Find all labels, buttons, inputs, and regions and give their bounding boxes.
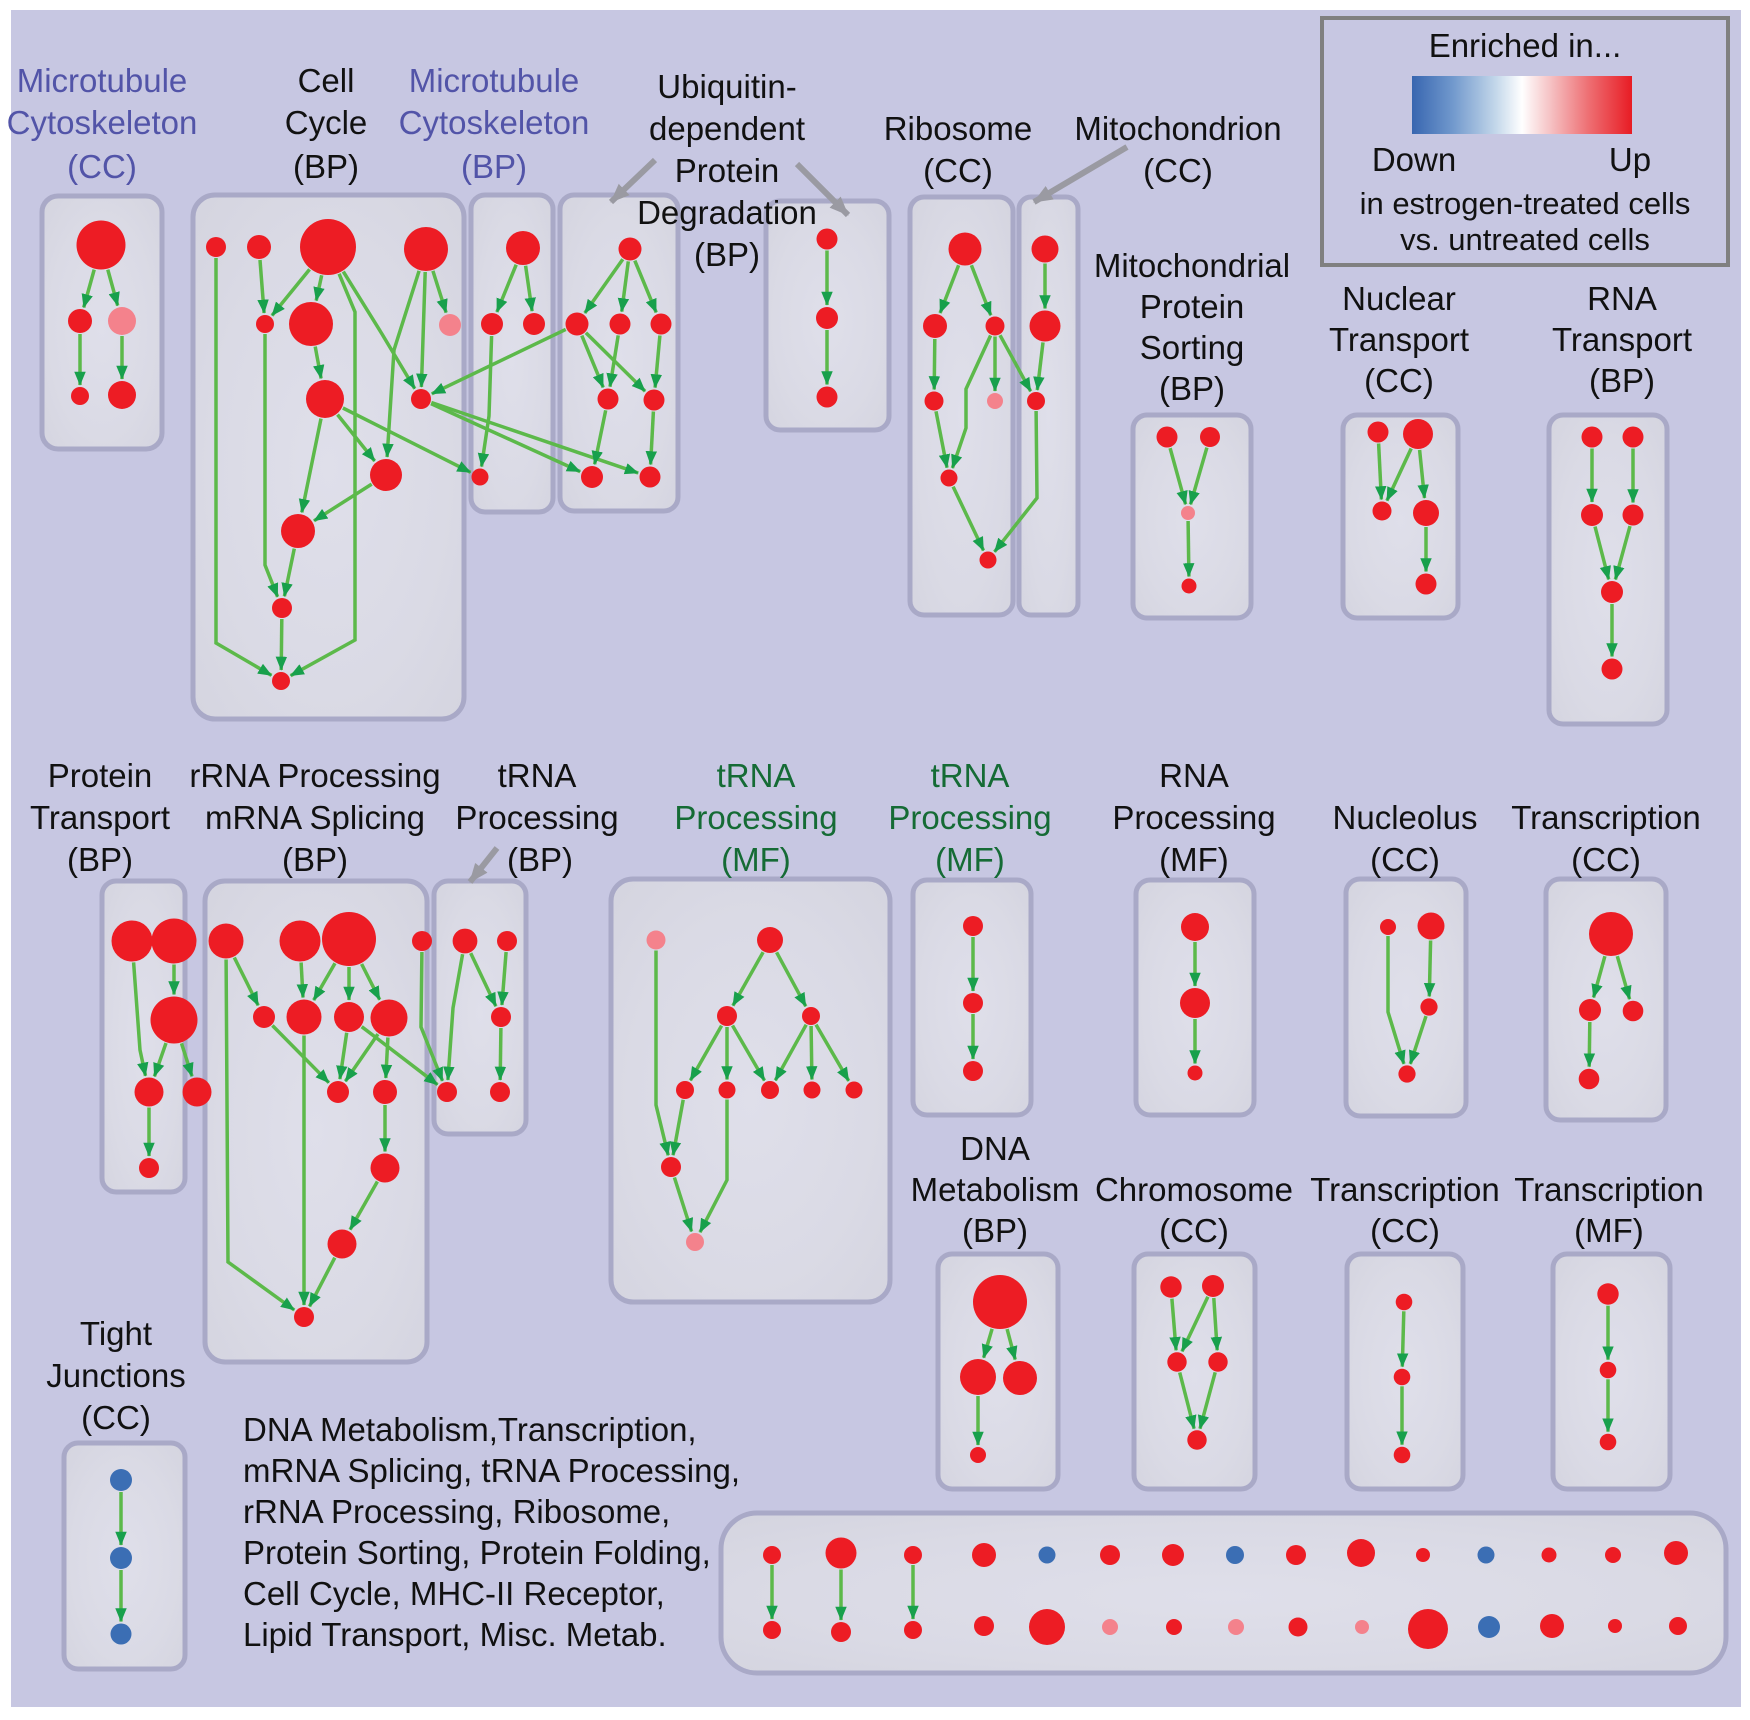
svg-text:Processing: Processing [1112, 799, 1275, 836]
svg-text:Sorting: Sorting [1140, 329, 1245, 366]
svg-text:tRNA: tRNA [717, 757, 796, 794]
svg-text:(CC): (CC) [923, 152, 993, 189]
svg-text:(CC): (CC) [1571, 841, 1641, 878]
svg-text:Enriched in...: Enriched in... [1429, 27, 1622, 64]
svg-text:(CC): (CC) [81, 1399, 151, 1436]
svg-text:Protein: Protein [675, 152, 780, 189]
svg-text:RNA: RNA [1587, 280, 1657, 317]
svg-text:Processing: Processing [455, 799, 618, 836]
svg-text:Down: Down [1372, 141, 1456, 178]
svg-text:Cytoskeleton: Cytoskeleton [399, 104, 590, 141]
svg-text:(BP): (BP) [293, 148, 359, 185]
svg-text:DNA: DNA [960, 1130, 1030, 1167]
svg-text:Cytoskeleton: Cytoskeleton [7, 104, 198, 141]
svg-text:Transport: Transport [1552, 321, 1692, 358]
svg-text:vs. untreated cells: vs. untreated cells [1400, 222, 1650, 257]
svg-text:(CC): (CC) [1364, 362, 1434, 399]
svg-text:Transport: Transport [30, 799, 170, 836]
svg-text:Protein: Protein [48, 757, 153, 794]
svg-text:Metabolism: Metabolism [911, 1171, 1080, 1208]
svg-text:(CC): (CC) [1143, 152, 1213, 189]
svg-text:dependent: dependent [649, 110, 805, 147]
svg-text:Nucleolus: Nucleolus [1333, 799, 1478, 836]
svg-text:in estrogen-treated cells: in estrogen-treated cells [1360, 186, 1691, 221]
svg-text:(CC): (CC) [1159, 1212, 1229, 1249]
svg-text:mRNA Splicing: mRNA Splicing [205, 799, 425, 836]
svg-text:Degradation: Degradation [637, 194, 817, 231]
svg-text:tRNA: tRNA [498, 757, 577, 794]
svg-text:(CC): (CC) [67, 148, 137, 185]
svg-text:mRNA Splicing, tRNA Processing: mRNA Splicing, tRNA Processing, [243, 1452, 740, 1489]
svg-text:(MF): (MF) [721, 841, 791, 878]
svg-text:(CC): (CC) [1370, 841, 1440, 878]
svg-text:Nuclear: Nuclear [1342, 280, 1456, 317]
svg-text:Processing: Processing [888, 799, 1051, 836]
svg-text:(BP): (BP) [1589, 362, 1655, 399]
svg-text:Lipid Transport, Misc. Metab.: Lipid Transport, Misc. Metab. [243, 1616, 667, 1653]
svg-text:Transport: Transport [1329, 321, 1469, 358]
svg-text:Mitochondrial: Mitochondrial [1094, 247, 1290, 284]
svg-text:(MF): (MF) [1159, 841, 1229, 878]
svg-text:rRNA Processing, Ribosome,: rRNA Processing, Ribosome, [243, 1493, 670, 1530]
svg-text:Transcription: Transcription [1514, 1171, 1704, 1208]
svg-text:rRNA Processing: rRNA Processing [189, 757, 440, 794]
svg-text:Ubiquitin-: Ubiquitin- [657, 68, 796, 105]
svg-text:(CC): (CC) [1370, 1212, 1440, 1249]
svg-text:(MF): (MF) [1574, 1212, 1644, 1249]
svg-text:Microtubule: Microtubule [17, 62, 188, 99]
svg-text:Microtubule: Microtubule [409, 62, 580, 99]
svg-text:(BP): (BP) [962, 1212, 1028, 1249]
svg-text:(BP): (BP) [461, 148, 527, 185]
svg-text:Protein Sorting, Protein Foldi: Protein Sorting, Protein Folding, [243, 1534, 711, 1571]
svg-text:Processing: Processing [674, 799, 837, 836]
svg-text:Cell Cycle, MHC-II Receptor,: Cell Cycle, MHC-II Receptor, [243, 1575, 665, 1612]
svg-text:(BP): (BP) [282, 841, 348, 878]
svg-text:Mitochondrion: Mitochondrion [1074, 110, 1281, 147]
svg-text:Transcription: Transcription [1310, 1171, 1500, 1208]
svg-text:RNA: RNA [1159, 757, 1229, 794]
svg-text:(BP): (BP) [67, 841, 133, 878]
svg-text:(BP): (BP) [694, 236, 760, 273]
svg-text:Cycle: Cycle [285, 104, 368, 141]
svg-text:Up: Up [1609, 141, 1651, 178]
svg-text:(BP): (BP) [1159, 370, 1225, 407]
svg-text:Transcription: Transcription [1511, 799, 1701, 836]
svg-text:Ribosome: Ribosome [884, 110, 1033, 147]
svg-text:DNA Metabolism,Transcription,: DNA Metabolism,Transcription, [243, 1411, 697, 1448]
svg-text:(BP): (BP) [507, 841, 573, 878]
svg-text:tRNA: tRNA [931, 757, 1010, 794]
svg-text:Tight: Tight [80, 1315, 152, 1352]
svg-text:Junctions: Junctions [46, 1357, 185, 1394]
svg-text:Cell: Cell [298, 62, 355, 99]
svg-text:Protein: Protein [1140, 288, 1245, 325]
svg-text:Chromosome: Chromosome [1095, 1171, 1293, 1208]
svg-text:(MF): (MF) [935, 841, 1005, 878]
